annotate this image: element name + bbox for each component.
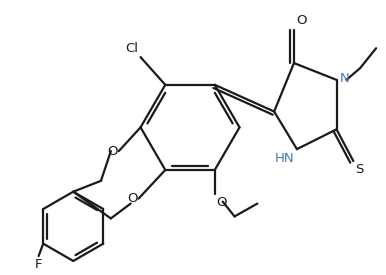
Text: Cl: Cl — [125, 42, 139, 55]
Text: HN: HN — [274, 152, 294, 165]
Text: N: N — [339, 72, 349, 85]
Text: O: O — [127, 192, 137, 205]
Text: F: F — [35, 258, 42, 271]
Text: S: S — [355, 163, 364, 176]
Text: O: O — [296, 14, 306, 28]
Text: O: O — [107, 145, 118, 158]
Text: O: O — [216, 196, 226, 209]
